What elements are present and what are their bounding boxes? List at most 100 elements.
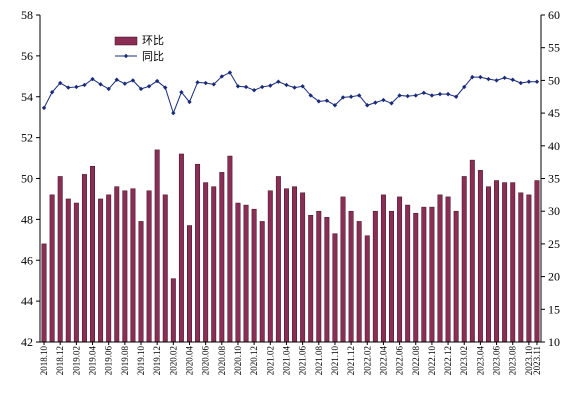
x-tick-label: 2019.06 [104, 346, 114, 376]
line-point [389, 101, 394, 106]
bar [364, 235, 370, 343]
bar [372, 210, 378, 343]
bar [49, 194, 55, 343]
bar [251, 208, 257, 343]
line-point [453, 94, 459, 99]
x-tick-label: 2021.04 [281, 346, 291, 376]
x-tick-label: 2021.10 [330, 346, 340, 376]
line-point [413, 93, 418, 98]
bar [397, 196, 403, 343]
line-point [211, 82, 216, 87]
line-point [49, 89, 55, 95]
bar [518, 192, 524, 343]
x-tick-label: 2019.04 [88, 346, 98, 376]
x-tick-label: 2020.04 [184, 346, 194, 376]
line-point [98, 82, 103, 87]
left-tick-label: 48 [21, 212, 33, 226]
bar [389, 210, 394, 343]
right-tick-label: 15 [548, 302, 560, 316]
line-point [486, 76, 491, 82]
line-point [526, 79, 532, 84]
x-tick-label: 2022.12 [443, 346, 453, 375]
x-tick-label: 2023.06 [492, 346, 502, 376]
bar [227, 155, 233, 343]
line-point [106, 86, 111, 92]
x-tick-label: 2022.10 [427, 346, 437, 376]
line-point [195, 80, 200, 85]
bar [356, 221, 362, 343]
bar [259, 221, 265, 343]
right-tick-label: 30 [548, 204, 560, 218]
left-tick-label: 54 [21, 90, 33, 104]
x-tick-label: 2020.02 [168, 346, 178, 375]
x-tick-label: 2019.02 [71, 346, 81, 375]
line-point [227, 70, 233, 75]
bar [187, 225, 192, 343]
line-point [122, 81, 128, 86]
line-point [462, 84, 467, 90]
axes: 42 44 46 48 50 52 54 56 58 10 15 20 25 30 35 40 45 50 55 60… [21, 8, 560, 375]
bar [114, 186, 120, 343]
bar [477, 170, 483, 343]
line-point [219, 74, 225, 79]
bar [235, 202, 241, 343]
bar [494, 180, 500, 343]
line-point [405, 93, 410, 99]
x-tick-label: 2019.12 [152, 346, 162, 375]
bar [106, 194, 112, 343]
line-point [66, 85, 71, 90]
line-point [373, 100, 378, 105]
line-point [268, 83, 273, 88]
left-tick-label: 50 [21, 172, 33, 186]
x-tick-label: 2020.10 [233, 346, 243, 376]
bar [138, 221, 144, 343]
x-tick-label: 2022.04 [378, 346, 388, 376]
bar [340, 196, 346, 343]
bar [316, 210, 322, 343]
line-point [356, 93, 362, 98]
bar [57, 176, 63, 343]
right-tick-label: 10 [548, 335, 560, 349]
bar-series [41, 149, 540, 343]
line-point [284, 82, 289, 88]
legend-bar-swatch [114, 36, 138, 46]
bar [283, 188, 289, 343]
legend-line-label: 同比 [142, 50, 164, 63]
bar [41, 243, 47, 343]
line-point [445, 91, 451, 97]
x-tick-label: 2019.10 [136, 346, 146, 376]
x-tick-label: 2020.12 [249, 346, 259, 375]
line-series [41, 70, 540, 116]
line-point [130, 78, 136, 83]
bar [437, 194, 443, 343]
bar [170, 278, 176, 343]
bar [324, 217, 330, 343]
x-tick-label: 2021.08 [314, 346, 324, 376]
x-tick-label: 2023.11 [532, 346, 542, 375]
right-tick-label: 50 [548, 73, 560, 87]
x-tick-label: 2023.04 [475, 345, 485, 375]
bar [526, 194, 532, 343]
x-tick-label: 2020.06 [201, 346, 211, 376]
left-tick-label: 44 [21, 294, 33, 308]
bar [243, 204, 249, 343]
bar [65, 198, 71, 343]
line-point [276, 79, 281, 84]
x-tick-label: 2022.06 [395, 346, 405, 376]
bar [154, 149, 160, 343]
x-tick-label: 2023.08 [508, 346, 518, 376]
right-tick-label: 40 [548, 139, 560, 153]
line-point [58, 80, 63, 86]
line-point [292, 85, 297, 90]
bar [122, 190, 128, 343]
bar [130, 188, 136, 343]
line-point [82, 82, 87, 88]
bar [469, 159, 475, 343]
line-point [138, 86, 144, 92]
x-tick-label: 2021.02 [265, 346, 275, 375]
bar [275, 176, 281, 343]
x-tick-label: 2021.06 [298, 346, 308, 376]
